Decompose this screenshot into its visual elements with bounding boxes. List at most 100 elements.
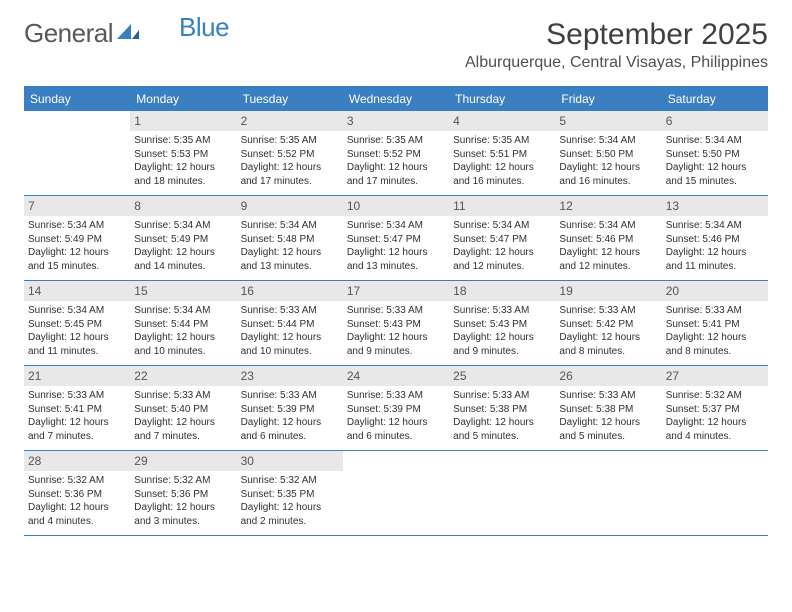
day-info-line: Sunset: 5:50 PM [666, 148, 764, 162]
day-cell: 20Sunrise: 5:33 AMSunset: 5:41 PMDayligh… [662, 281, 768, 365]
weekday-header: Tuesday [237, 88, 343, 111]
day-info-line: Sunrise: 5:35 AM [453, 134, 551, 148]
week-row: .1Sunrise: 5:35 AMSunset: 5:53 PMDayligh… [24, 111, 768, 196]
day-number: 13 [662, 196, 768, 216]
day-cell: 30Sunrise: 5:32 AMSunset: 5:35 PMDayligh… [237, 451, 343, 535]
day-info-line: Sunset: 5:37 PM [666, 403, 764, 417]
day-info-line: Daylight: 12 hours [241, 331, 339, 345]
day-number: 20 [662, 281, 768, 301]
day-info-line: and 14 minutes. [134, 260, 232, 274]
day-cell: 8Sunrise: 5:34 AMSunset: 5:49 PMDaylight… [130, 196, 236, 280]
day-info-line: Sunrise: 5:33 AM [559, 304, 657, 318]
brand-part1: General [24, 18, 113, 49]
day-info-line: and 10 minutes. [134, 345, 232, 359]
day-info-line: Daylight: 12 hours [453, 331, 551, 345]
day-info-line: and 13 minutes. [241, 260, 339, 274]
day-info-line: Daylight: 12 hours [559, 331, 657, 345]
day-info-line: and 9 minutes. [347, 345, 445, 359]
day-info-line: Sunset: 5:52 PM [241, 148, 339, 162]
day-info-line: Daylight: 12 hours [666, 161, 764, 175]
day-info-line: and 10 minutes. [241, 345, 339, 359]
day-info-line: Daylight: 12 hours [134, 416, 232, 430]
title-block: September 2025 Alburquerque, Central Vis… [465, 18, 768, 72]
day-info-line: and 15 minutes. [666, 175, 764, 189]
day-info-line: and 5 minutes. [453, 430, 551, 444]
day-cell: 5Sunrise: 5:34 AMSunset: 5:50 PMDaylight… [555, 111, 661, 195]
location-subtitle: Alburquerque, Central Visayas, Philippin… [465, 54, 768, 72]
day-number: 21 [24, 366, 130, 386]
day-info-line: Sunrise: 5:33 AM [453, 304, 551, 318]
day-number: 16 [237, 281, 343, 301]
day-info-line: Sunset: 5:41 PM [666, 318, 764, 332]
day-info-line: and 17 minutes. [347, 175, 445, 189]
day-number: 11 [449, 196, 555, 216]
day-info-line: Sunset: 5:49 PM [134, 233, 232, 247]
day-info-line: and 16 minutes. [559, 175, 657, 189]
day-info-line: Sunrise: 5:34 AM [134, 304, 232, 318]
day-cell: 11Sunrise: 5:34 AMSunset: 5:47 PMDayligh… [449, 196, 555, 280]
day-info-line: Sunset: 5:43 PM [347, 318, 445, 332]
day-info-line: Sunrise: 5:32 AM [241, 474, 339, 488]
day-info-line: Sunrise: 5:33 AM [134, 389, 232, 403]
day-info-line: Sunset: 5:39 PM [347, 403, 445, 417]
day-info-line: Sunrise: 5:34 AM [666, 219, 764, 233]
day-number: 26 [555, 366, 661, 386]
day-info-line: Sunset: 5:44 PM [134, 318, 232, 332]
day-info-line: and 12 minutes. [453, 260, 551, 274]
day-number: 4 [449, 111, 555, 131]
day-info-line: and 2 minutes. [241, 515, 339, 529]
day-cell: 24Sunrise: 5:33 AMSunset: 5:39 PMDayligh… [343, 366, 449, 450]
day-number: 22 [130, 366, 236, 386]
day-info-line: Daylight: 12 hours [134, 161, 232, 175]
day-info-line: Daylight: 12 hours [559, 416, 657, 430]
day-info-line: Daylight: 12 hours [666, 331, 764, 345]
day-cell: 10Sunrise: 5:34 AMSunset: 5:47 PMDayligh… [343, 196, 449, 280]
day-info-line: Sunrise: 5:35 AM [347, 134, 445, 148]
day-info-line: Daylight: 12 hours [559, 246, 657, 260]
day-info-line: Daylight: 12 hours [241, 416, 339, 430]
day-info-line: Sunrise: 5:33 AM [453, 389, 551, 403]
day-info-line: Sunset: 5:50 PM [559, 148, 657, 162]
day-info-line: Sunrise: 5:33 AM [241, 304, 339, 318]
day-cell: 29Sunrise: 5:32 AMSunset: 5:36 PMDayligh… [130, 451, 236, 535]
day-info-line: Sunset: 5:45 PM [28, 318, 126, 332]
weekday-header: Saturday [662, 88, 768, 111]
logo-sail-icon [117, 24, 139, 47]
day-info-line: Daylight: 12 hours [134, 246, 232, 260]
day-info-line: Sunrise: 5:34 AM [28, 219, 126, 233]
day-info-line: and 12 minutes. [559, 260, 657, 274]
day-info-line: Daylight: 12 hours [347, 246, 445, 260]
day-info-line: Daylight: 12 hours [666, 246, 764, 260]
day-info-line: Sunset: 5:51 PM [453, 148, 551, 162]
day-cell: 26Sunrise: 5:33 AMSunset: 5:38 PMDayligh… [555, 366, 661, 450]
day-number: 5 [555, 111, 661, 131]
day-number: 2 [237, 111, 343, 131]
day-info-line: Daylight: 12 hours [347, 161, 445, 175]
day-info-line: Daylight: 12 hours [347, 416, 445, 430]
day-cell: 3Sunrise: 5:35 AMSunset: 5:52 PMDaylight… [343, 111, 449, 195]
day-number: 1 [130, 111, 236, 131]
day-info-line: and 18 minutes. [134, 175, 232, 189]
day-info-line: and 17 minutes. [241, 175, 339, 189]
day-cell: 19Sunrise: 5:33 AMSunset: 5:42 PMDayligh… [555, 281, 661, 365]
day-info-line: and 9 minutes. [453, 345, 551, 359]
day-info-line: Sunrise: 5:34 AM [453, 219, 551, 233]
day-cell: 21Sunrise: 5:33 AMSunset: 5:41 PMDayligh… [24, 366, 130, 450]
day-number: 14 [24, 281, 130, 301]
day-info-line: Sunset: 5:38 PM [559, 403, 657, 417]
day-info-line: Sunrise: 5:32 AM [28, 474, 126, 488]
day-cell: 6Sunrise: 5:34 AMSunset: 5:50 PMDaylight… [662, 111, 768, 195]
week-row: 7Sunrise: 5:34 AMSunset: 5:49 PMDaylight… [24, 196, 768, 281]
day-info-line: and 4 minutes. [666, 430, 764, 444]
day-info-line: Daylight: 12 hours [28, 416, 126, 430]
page-title: September 2025 [465, 18, 768, 52]
day-number: 3 [343, 111, 449, 131]
day-number: 18 [449, 281, 555, 301]
day-info-line: and 8 minutes. [666, 345, 764, 359]
day-cell: . [343, 451, 449, 535]
day-info-line: Sunrise: 5:35 AM [241, 134, 339, 148]
day-info-line: Sunset: 5:43 PM [453, 318, 551, 332]
day-info-line: Daylight: 12 hours [347, 331, 445, 345]
week-row: 21Sunrise: 5:33 AMSunset: 5:41 PMDayligh… [24, 366, 768, 451]
day-info-line: Sunrise: 5:34 AM [559, 134, 657, 148]
